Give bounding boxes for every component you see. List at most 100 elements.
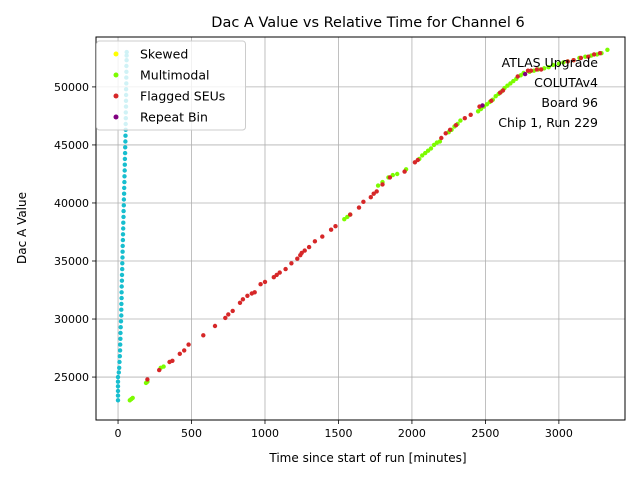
data-point	[119, 278, 125, 283]
data-point	[528, 68, 534, 73]
data-point	[186, 342, 191, 347]
data-point	[161, 364, 166, 369]
series-3	[480, 71, 528, 108]
data-point	[240, 297, 246, 302]
annotation-line: ATLAS Upgrade	[502, 55, 599, 70]
data-point	[119, 272, 125, 278]
data-point	[118, 319, 124, 324]
data-point	[230, 308, 235, 314]
data-point	[121, 191, 127, 196]
data-point	[226, 312, 231, 317]
chart-title: Dac A Value vs Relative Time for Channel…	[211, 15, 524, 31]
data-point	[348, 212, 353, 217]
data-point	[115, 374, 121, 380]
data-point	[223, 315, 228, 321]
plot-frame	[95, 36, 626, 421]
data-point	[447, 127, 453, 132]
data-point	[115, 384, 121, 389]
data-point	[571, 58, 576, 63]
x-tick-label: 2500	[471, 427, 499, 440]
data-point	[428, 146, 434, 151]
data-point	[380, 182, 385, 187]
data-point	[123, 133, 128, 138]
annotation-line: COLUTAv4	[534, 75, 598, 90]
data-point	[511, 78, 516, 84]
data-point	[117, 359, 122, 365]
data-point	[252, 290, 257, 295]
data-point	[118, 325, 123, 330]
data-point	[120, 243, 125, 249]
data-point	[368, 195, 373, 200]
data-point	[120, 266, 125, 272]
data-point	[258, 282, 263, 287]
y-tick-label: 40000	[54, 197, 89, 210]
axes: 0 500 1000 1500 2000 2500 3000 25000 30000 35000 4…	[54, 81, 573, 440]
data-point	[122, 156, 128, 162]
data-point	[578, 55, 584, 61]
data-point	[119, 301, 124, 307]
data-point	[119, 290, 124, 295]
data-point	[117, 365, 122, 370]
data-point	[546, 65, 551, 70]
annotation: ATLAS Upgrade COLUTAv4 Board 96 Chip 1, Run…	[498, 55, 598, 130]
data-point	[119, 284, 124, 289]
data-point	[591, 52, 597, 57]
data-point	[121, 203, 127, 208]
series-2	[145, 51, 603, 382]
data-point	[375, 183, 381, 188]
legend-marker	[113, 114, 119, 120]
data-point	[121, 214, 126, 220]
data-point	[277, 270, 282, 275]
data-point	[123, 145, 128, 150]
data-point	[371, 191, 376, 196]
data-point	[505, 83, 510, 88]
data-point	[118, 330, 123, 336]
data-point	[122, 185, 127, 191]
data-point	[522, 71, 528, 77]
data-point	[306, 244, 312, 250]
legend-label: Repeat Bin	[140, 110, 208, 125]
annotation-line: Chip 1, Run 229	[498, 115, 598, 130]
legend-marker	[113, 51, 119, 57]
data-point	[328, 227, 334, 232]
data-point	[420, 153, 425, 158]
data-point	[586, 54, 591, 59]
data-point	[130, 395, 135, 401]
x-tick-label: 3000	[545, 427, 573, 440]
data-point	[283, 266, 288, 272]
legend-box	[96, 40, 246, 131]
data-point	[119, 307, 124, 312]
data-point	[439, 135, 444, 141]
data-point	[453, 123, 459, 128]
data-point	[312, 239, 318, 244]
data-point	[120, 237, 126, 243]
data-point	[556, 61, 562, 66]
data-point	[117, 354, 123, 359]
x-axis-label: Time since start of run [minutes]	[268, 451, 466, 465]
legend-label: Multimodal	[140, 68, 209, 83]
data-point	[116, 370, 122, 375]
data-point	[320, 234, 325, 239]
data-point	[458, 118, 463, 123]
data-point	[262, 279, 268, 285]
data-point	[177, 351, 182, 356]
data-point	[500, 88, 506, 93]
data-point	[121, 197, 127, 202]
data-point	[402, 169, 407, 174]
data-point	[182, 348, 187, 353]
data-point	[115, 388, 121, 394]
data-point	[605, 47, 610, 52]
data-point	[387, 175, 393, 180]
grid-lines	[96, 37, 625, 420]
data-point	[121, 220, 126, 225]
y-tick-label: 45000	[54, 139, 89, 152]
data-point	[534, 67, 539, 72]
data-point	[122, 150, 128, 156]
data-point	[117, 348, 123, 353]
data-point	[597, 51, 603, 56]
data-point	[565, 59, 570, 64]
legend: Skewed Multimodal Flagged SEUs Repeat Bin	[96, 40, 246, 131]
data-point	[120, 232, 126, 237]
